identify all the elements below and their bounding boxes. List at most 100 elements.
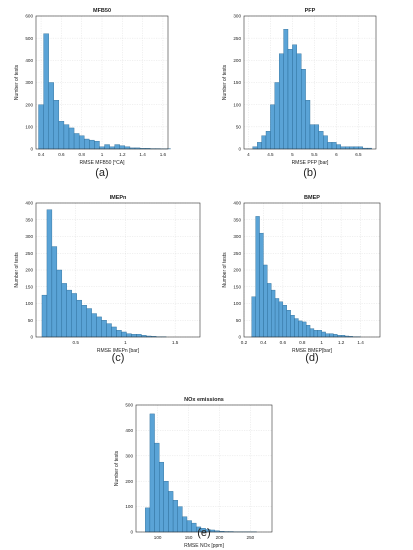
x-tick-label: 0.6: [58, 152, 65, 157]
y-tick-label: 0: [30, 335, 33, 340]
histogram-panel-c: 0.5 1 1.5 0 50 100 150 200 250 300 350 400 IMEPn RMSE…: [14, 195, 201, 364]
y-tick-label: 200: [233, 268, 241, 273]
histogram-bar: [282, 304, 287, 338]
y-tick-label: 150: [233, 80, 241, 85]
histogram-bar: [186, 520, 192, 533]
histogram-bar: [259, 232, 264, 338]
histogram-bar: [48, 82, 54, 150]
histogram-bar: [301, 69, 306, 150]
histogram-bar: [86, 308, 92, 338]
histogram-bar: [325, 333, 330, 338]
x-tick-label: 0.6: [280, 340, 287, 345]
histogram-bar: [290, 315, 295, 338]
histogram-bar: [340, 146, 346, 150]
y-tick-label: 100: [25, 301, 33, 306]
histogram-bar: [333, 334, 338, 338]
y-tick-label: 400: [25, 58, 33, 63]
y-tick-label: 150: [25, 284, 33, 289]
chart-title: NOx emissions: [184, 397, 224, 403]
histogram-bar: [114, 144, 120, 150]
y-tick-label: 0: [238, 335, 241, 340]
y-tick-label: 200: [25, 102, 33, 107]
histogram-bar: [313, 330, 319, 338]
histogram-bar: [263, 264, 268, 338]
x-tick-label: 1: [320, 340, 323, 345]
histogram-bar: [314, 124, 319, 150]
x-tick-label: 200: [216, 535, 224, 540]
x-tick-label: 0.8: [78, 152, 85, 157]
x-tick-label: 100: [154, 535, 162, 540]
histogram-bar: [51, 246, 58, 338]
histogram-bar: [84, 138, 90, 150]
y-tick-label: 0: [238, 147, 241, 152]
panel-caption: (b): [303, 167, 316, 179]
y-tick-label: 200: [25, 268, 33, 273]
y-tick-label: 500: [125, 403, 133, 408]
histogram-bar: [168, 491, 174, 533]
histogram-bar: [274, 298, 280, 338]
histogram-bar: [270, 104, 275, 150]
histogram-bar: [41, 294, 48, 338]
histogram-bar: [119, 145, 126, 150]
histogram-bar: [294, 318, 299, 338]
x-tick-label: 0.4: [260, 340, 267, 345]
x-axis-label: RMSE IMEPn [bar]: [97, 348, 140, 354]
histogram-bar: [309, 328, 315, 338]
y-tick-label: 0: [30, 147, 33, 152]
plot-frame: [243, 202, 381, 338]
y-tick-label: 100: [233, 301, 241, 306]
histogram-bar: [38, 104, 44, 150]
histogram-bar: [345, 146, 350, 150]
histogram-bar: [116, 330, 122, 338]
x-tick-label: 1.6: [160, 152, 167, 157]
histogram-bar: [53, 100, 60, 150]
y-tick-label: 0: [130, 530, 133, 535]
histogram-bar: [251, 296, 256, 338]
y-tick-label: 300: [25, 80, 33, 85]
histogram-bar: [81, 304, 87, 338]
y-axis-label: Number of tests: [114, 450, 120, 486]
histogram-bar: [286, 310, 291, 338]
y-tick-label: 150: [233, 284, 241, 289]
histogram-bar: [68, 127, 75, 150]
x-tick-label: 1: [101, 152, 104, 157]
histogram-bar: [131, 334, 137, 338]
histogram-bar: [124, 146, 131, 150]
histogram-panel-e: 100 150 200 250 0 100 200 300 400 500 NOx emission…: [114, 397, 273, 549]
x-axis-label: RMSE PFP [bar]: [292, 160, 329, 166]
x-tick-label: 1.2: [338, 340, 345, 345]
histogram-bar: [287, 49, 293, 150]
y-tick-label: 250: [233, 251, 241, 256]
histogram-bar: [121, 331, 127, 338]
x-tick-label: 0.2: [241, 340, 248, 345]
histogram-bar: [91, 313, 97, 338]
chart-title: PFP: [305, 8, 316, 14]
histogram-bar: [56, 269, 63, 338]
y-tick-label: 100: [125, 504, 133, 509]
histogram-bar: [145, 507, 151, 533]
x-tick-label: 1.5: [172, 340, 179, 345]
x-tick-label: 1.4: [357, 340, 364, 345]
x-axis-label: RMSE BMEP[bar]: [292, 348, 333, 354]
y-tick-label: 350: [233, 217, 241, 222]
histogram-bar: [136, 334, 142, 338]
plot-frame: [35, 15, 169, 150]
panel-caption: (d): [305, 352, 318, 364]
histogram-bar: [283, 29, 289, 150]
histogram-bar: [172, 500, 178, 533]
histogram-bar: [210, 529, 215, 533]
y-tick-label: 300: [25, 234, 33, 239]
histogram-bar: [149, 413, 155, 533]
panel-caption: (c): [112, 352, 125, 364]
histogram-bar: [321, 331, 326, 338]
histogram-panel-d: 0.2 0.4 0.6 0.8 1 1.2 1.4 0 50 100 150 200 250 300 350…: [222, 195, 381, 364]
histogram-bar: [126, 333, 132, 338]
histogram-bar: [267, 283, 272, 338]
panel-caption: (a): [95, 167, 108, 179]
histogram-bar: [327, 142, 333, 150]
y-tick-label: 300: [233, 14, 241, 19]
histogram-bar: [329, 333, 334, 338]
histogram-bar: [76, 299, 82, 338]
y-axis-label: Number of tests: [222, 64, 228, 100]
